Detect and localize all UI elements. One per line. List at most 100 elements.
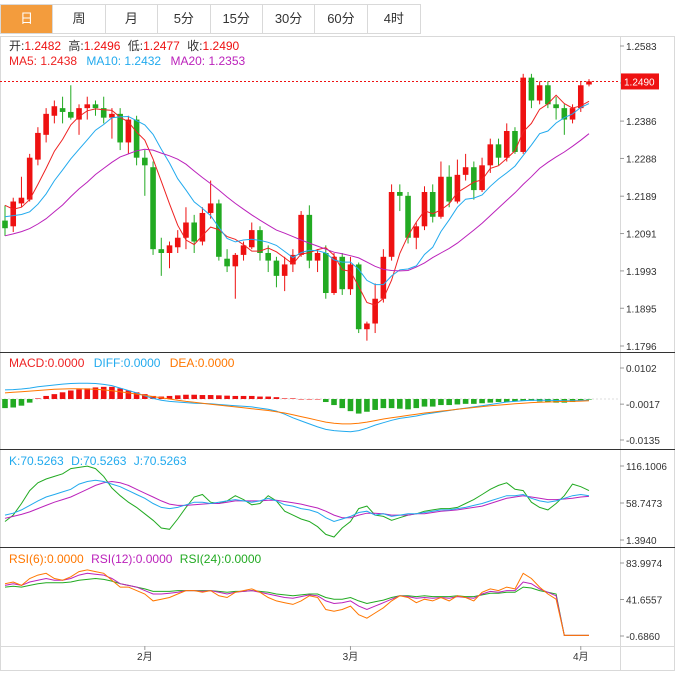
candle-body xyxy=(372,298,378,324)
macd-bar xyxy=(397,398,403,409)
macd-bar xyxy=(355,398,362,414)
tab-5min[interactable]: 5分 xyxy=(158,5,211,33)
macd-bar xyxy=(43,395,49,399)
tab-4hour[interactable]: 4时 xyxy=(383,11,404,26)
candle-body xyxy=(413,226,420,238)
chart-frame xyxy=(0,36,675,671)
macd-bar xyxy=(26,398,33,403)
macd-bar xyxy=(273,397,280,399)
macd-bar xyxy=(577,398,584,401)
macd-bar xyxy=(421,398,428,407)
macd-bar xyxy=(2,398,8,409)
macd-tick-label: -0.0135 xyxy=(626,436,660,447)
price-tick-label: 1.1993 xyxy=(626,267,657,278)
rsi12-legend: RSI(12):0.0000 xyxy=(91,552,173,566)
candle-body xyxy=(388,191,395,257)
kdj-legend-d: D:70.5263 xyxy=(71,454,127,468)
candle-body xyxy=(298,214,304,255)
macd-bar xyxy=(183,394,189,399)
ma-legend: MA5: 1.2438 MA10: 1.2432 MA20: 1.2353 xyxy=(9,54,245,68)
macd-bar xyxy=(372,398,378,410)
period-tabs: 日 周 月 5分 15分 30分 60分 4时 xyxy=(0,4,421,34)
macd-bar xyxy=(471,398,477,404)
macd-bar xyxy=(586,398,592,400)
candle-body xyxy=(306,214,313,261)
candle-body xyxy=(232,254,239,267)
macd-bar xyxy=(207,395,214,399)
candle-body xyxy=(59,108,66,112)
macd-bar xyxy=(68,390,74,399)
candle-body xyxy=(257,230,263,253)
low-label: 低: xyxy=(128,39,143,53)
candle-body xyxy=(2,220,8,229)
macd-diff-line xyxy=(4,382,590,433)
macd-bar xyxy=(298,398,304,400)
candle-body xyxy=(273,260,280,276)
kdj-tick-label: 1.3940 xyxy=(626,536,657,547)
candle-body xyxy=(84,104,91,109)
macd-tick-label: 0.0102 xyxy=(626,364,657,375)
candle-body xyxy=(290,254,296,265)
candle-body xyxy=(51,106,58,116)
candle-body xyxy=(355,264,362,330)
tab-15min[interactable]: 15分 xyxy=(211,5,263,33)
macd-legend: MACD:0.0000 DIFF:0.0000 DEA:0.0000 xyxy=(9,356,235,370)
macd-bar xyxy=(380,398,387,409)
candle-body xyxy=(331,256,337,294)
ma10-legend: MA10: 1.2432 xyxy=(86,54,161,68)
tab-30min[interactable]: 30分 xyxy=(263,5,316,33)
rsi-tick-label: 83.9974 xyxy=(626,559,663,570)
rsi24-legend: RSI(24):0.0000 xyxy=(180,552,262,566)
kdj-k-line xyxy=(4,479,590,523)
candle-body xyxy=(166,245,173,253)
tab-day[interactable]: 日 xyxy=(1,5,54,33)
macd-bar xyxy=(462,398,469,404)
kdj-tick-label: 116.1006 xyxy=(626,462,667,473)
candle-body xyxy=(429,191,436,217)
tab-week[interactable]: 周 xyxy=(53,5,106,33)
current-price-badge xyxy=(621,73,659,90)
candle-body xyxy=(545,85,551,105)
macd-bar xyxy=(109,386,115,399)
time-tick-label: 4月 xyxy=(573,651,589,663)
current-price-label: 1.2490 xyxy=(624,77,655,88)
low-value: 1.2477 xyxy=(143,39,180,53)
high-label: 高: xyxy=(68,38,83,53)
macd-bar xyxy=(133,392,140,399)
macd-bar xyxy=(76,389,82,399)
macd-bar xyxy=(479,398,485,404)
kdj-legend-j: J:70.5263 xyxy=(134,454,187,468)
macd-bar xyxy=(248,395,255,399)
macd-bar xyxy=(216,395,222,399)
tab-60min[interactable]: 60分 xyxy=(315,5,368,33)
macd-bar xyxy=(51,394,58,399)
macd-bar xyxy=(364,398,370,412)
candle-body xyxy=(553,104,559,109)
candle-body xyxy=(446,176,452,202)
macd-bar xyxy=(438,398,444,406)
macd-bar xyxy=(84,388,91,399)
macd-dea-line xyxy=(4,388,590,425)
candle-body xyxy=(520,77,526,152)
open-value: 1.2482 xyxy=(24,39,61,53)
macd-legend-diff: DIFF:0.0000 xyxy=(94,356,161,370)
macd-bar xyxy=(174,395,181,399)
macd-bar xyxy=(10,398,17,408)
tab-month[interactable]: 月 xyxy=(106,5,159,33)
candle-body xyxy=(405,195,411,238)
candle-body xyxy=(479,165,485,191)
macd-tick-label: -0.0017 xyxy=(626,400,660,411)
candle-body xyxy=(339,256,346,290)
macd-bar xyxy=(265,396,272,399)
candle-body xyxy=(150,167,156,250)
candle-body xyxy=(224,258,230,267)
candle-body xyxy=(174,237,181,248)
candle-body xyxy=(109,113,115,118)
macd-bar xyxy=(503,398,510,403)
candle-body xyxy=(454,174,461,202)
kdj-j-line xyxy=(4,465,590,538)
macd-bar xyxy=(520,398,526,401)
candle-body xyxy=(487,144,494,166)
ma20-legend: MA20: 1.2353 xyxy=(170,54,245,68)
